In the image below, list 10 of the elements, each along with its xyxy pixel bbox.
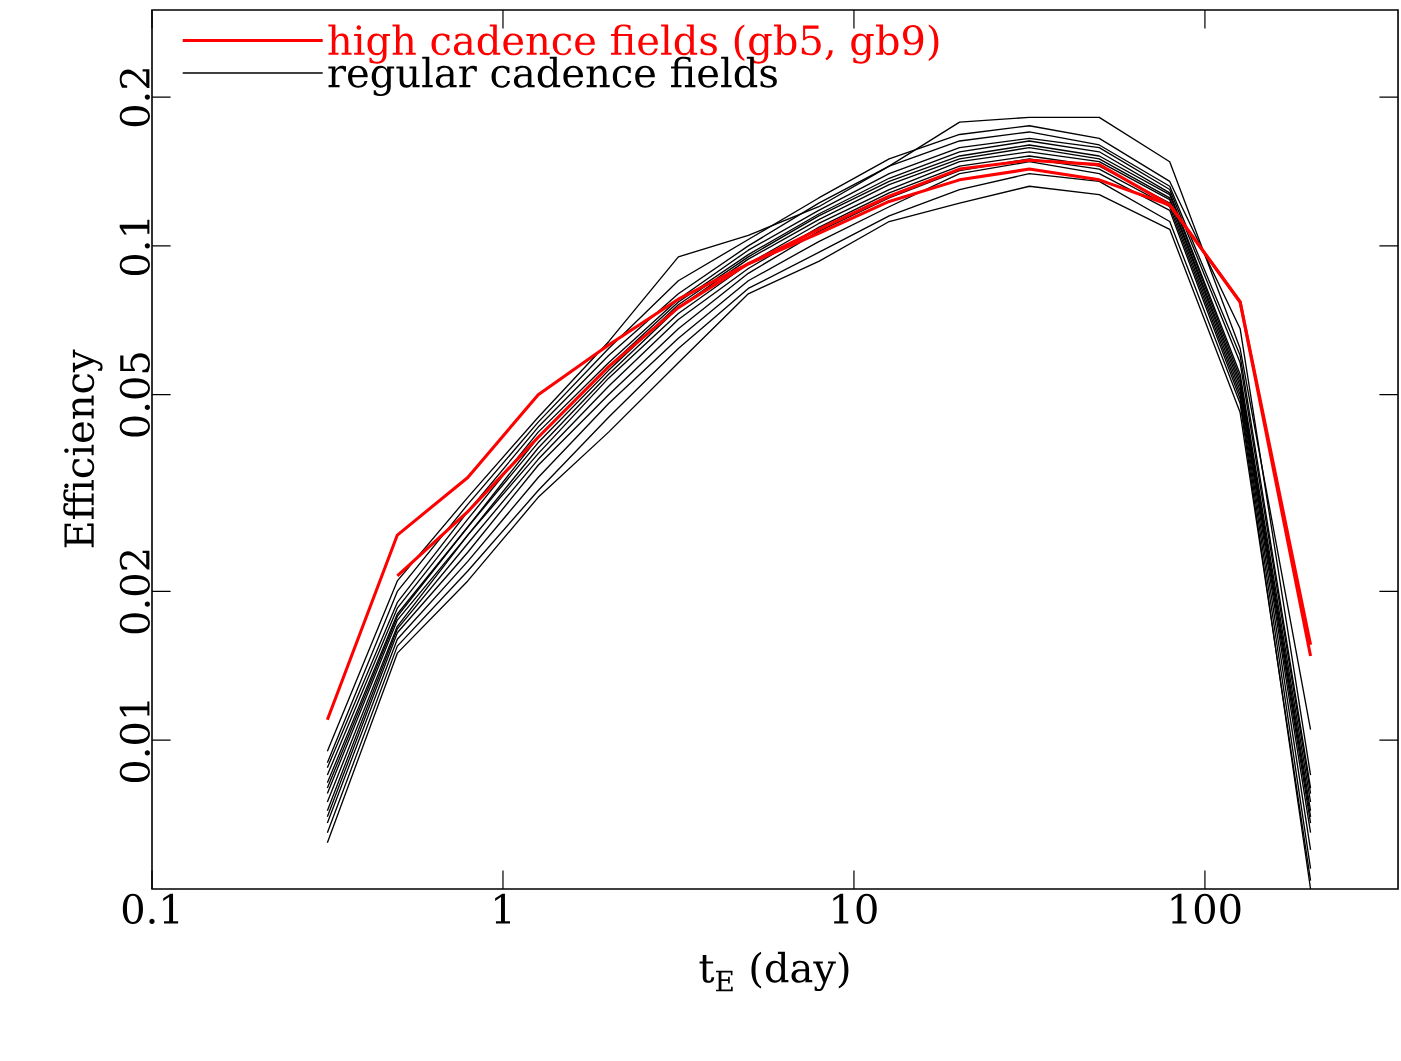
x-tick-label: 10 — [833, 893, 877, 924]
y-tick-label: 0.01 — [119, 701, 150, 783]
y-tick-label: 0.1 — [119, 219, 150, 276]
y-tick-label: 0.2 — [119, 69, 150, 127]
y-tick-label: 0.05 — [119, 353, 150, 437]
x-axis-title: t$_{E}$ (day) — [699, 951, 849, 992]
x-tick-label: 1 — [495, 893, 511, 924]
y-axis-title: Efficiency — [63, 349, 103, 548]
x-tick-label: 100 — [1171, 893, 1241, 924]
y-tick-label: 0.02 — [119, 550, 150, 634]
